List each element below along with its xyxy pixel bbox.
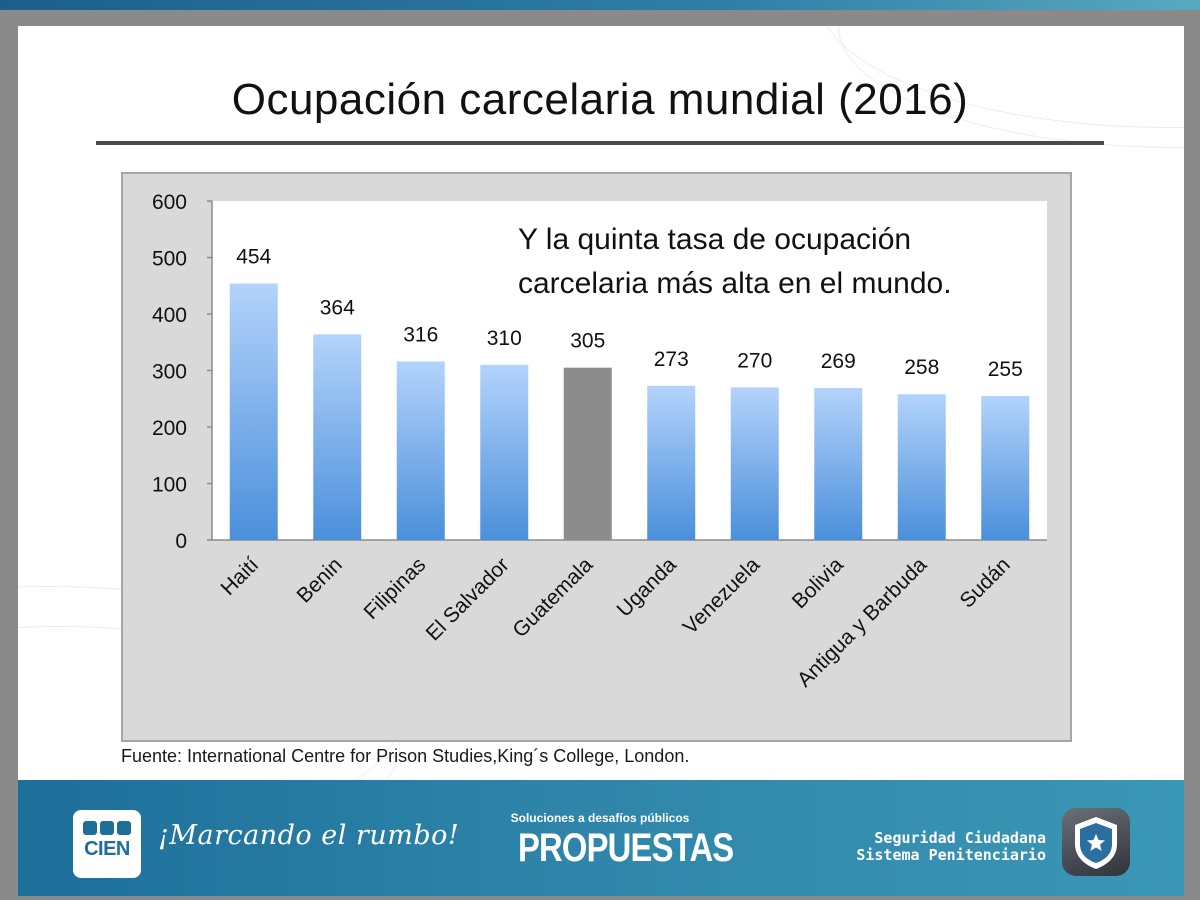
x-tick-label: Sudán: [956, 553, 1015, 612]
data-label: 364: [320, 296, 355, 319]
x-tick-label: Venezuela: [679, 553, 765, 639]
bar: [229, 283, 278, 540]
bar: [396, 361, 445, 540]
title-divider: [96, 141, 1104, 145]
data-label: 255: [988, 358, 1023, 381]
footer-bar: [18, 780, 1184, 896]
y-tick-label: 600: [152, 191, 187, 214]
shield-logo: [1062, 808, 1130, 876]
x-tick-label: Guatemala: [508, 553, 597, 642]
data-label: 310: [487, 327, 522, 350]
bar: [647, 385, 696, 540]
data-label: 258: [904, 356, 939, 379]
data-label: 454: [236, 245, 271, 268]
bar: [563, 367, 612, 540]
bar: [981, 395, 1030, 540]
bar: [730, 387, 779, 540]
y-tick-label: 100: [152, 474, 187, 497]
bar: [480, 364, 529, 540]
propuestas-kicker: Soluciones a desafíos públicos: [510, 811, 690, 825]
program-line-1: Seguridad Ciudadana: [874, 829, 1046, 847]
x-tick-label: Haití: [216, 553, 263, 600]
data-label: 305: [570, 330, 605, 353]
data-label: 316: [403, 323, 438, 346]
shield-star-icon: [1075, 817, 1117, 869]
logo-text: CIEN: [84, 838, 130, 860]
x-tick-label: Filipinas: [360, 553, 431, 624]
x-tick-label: Uganda: [613, 553, 682, 622]
chart-annotation: Y la quinta tasa de ocupación carcelaria…: [518, 218, 1048, 306]
y-tick-label: 300: [152, 361, 187, 384]
y-tick-label: 500: [152, 248, 187, 271]
data-label: 269: [821, 350, 856, 373]
top-strip: [0, 0, 1200, 10]
x-tick-label: El Salvador: [422, 553, 514, 645]
data-label: 270: [737, 349, 772, 372]
program-line-2: Sistema Penitenciario: [856, 846, 1046, 864]
source-note: Fuente: International Centre for Prison …: [121, 746, 690, 766]
annotation-line-2: carcelaria más alta en el mundo.: [518, 267, 952, 300]
bar: [313, 334, 362, 540]
x-tick-label: Benin: [293, 553, 347, 607]
propuestas-logo: PROPUESTAS: [518, 826, 734, 870]
slide-title: Ocupación carcelaria mundial (2016): [231, 75, 969, 124]
y-tick-label: 400: [152, 304, 187, 327]
slogan: ¡Marcando el rumbo!: [158, 820, 460, 851]
y-tick-label: 0: [175, 530, 187, 553]
bar: [897, 394, 946, 540]
logo-mark-icon: [78, 821, 136, 835]
x-tick-label: Bolivia: [788, 553, 848, 613]
annotation-line-1: Y la quinta tasa de ocupación: [518, 223, 912, 256]
data-label: 273: [654, 348, 689, 371]
bar: [814, 388, 863, 540]
y-tick-label: 200: [152, 417, 187, 440]
